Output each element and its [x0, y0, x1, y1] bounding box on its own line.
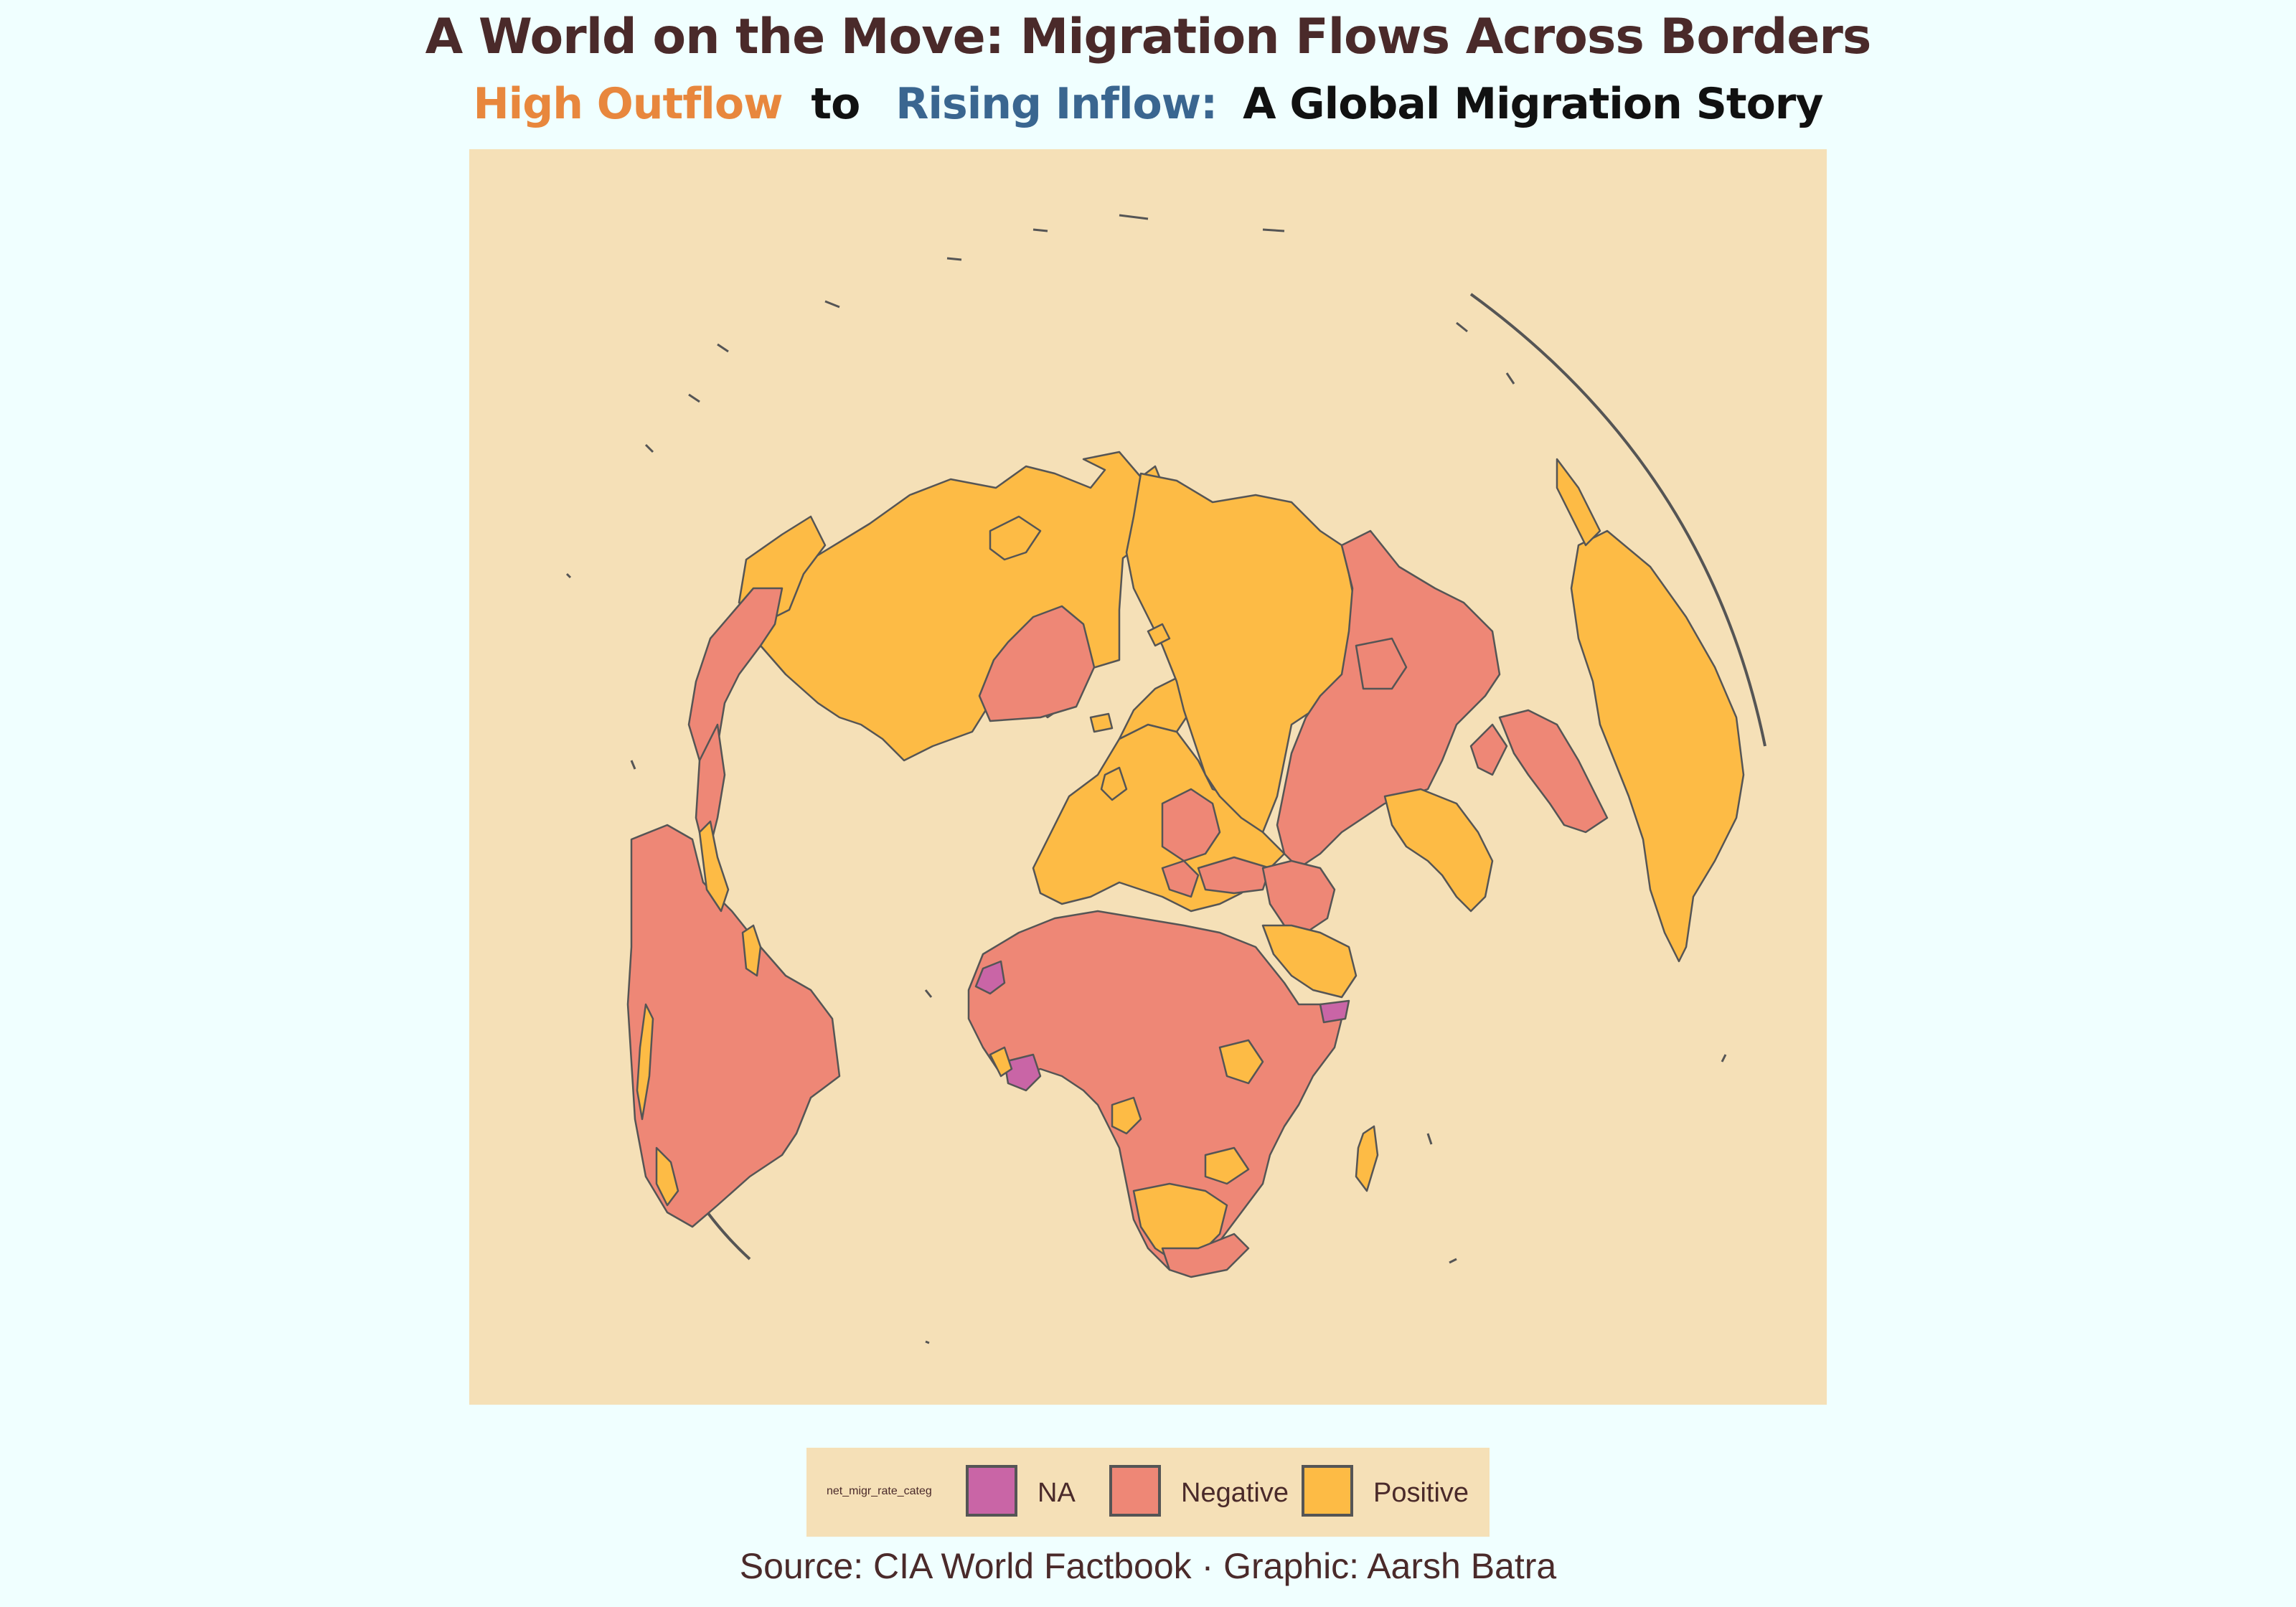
subtitle-rest: A Global Migration Story	[1243, 79, 1823, 129]
region-mexico	[695, 723, 726, 862]
subtitle-inflow: Rising Inflow:	[895, 79, 1218, 129]
region-middle-east	[1261, 859, 1336, 934]
region-uk	[1100, 766, 1128, 801]
chart-title: A World on the Move: Migration Flows Acr…	[425, 9, 1872, 65]
legend-key-na	[966, 1465, 1017, 1517]
region-korea-japan-area	[1498, 709, 1609, 834]
subtitle-to: to	[811, 79, 860, 129]
legend-key-positive	[1302, 1465, 1353, 1517]
region-arabian-peninsula	[1261, 924, 1358, 999]
region-eastern-europe	[1161, 788, 1221, 862]
small-islands	[565, 214, 1727, 1344]
region-mongolia	[1355, 637, 1408, 690]
region-india	[1383, 788, 1494, 913]
map-legend: net_migr_rate_categ NA Negative Positive	[806, 1448, 1490, 1537]
region-somaliland	[1319, 999, 1350, 1024]
legend-label-na: NA	[1038, 1478, 1076, 1508]
region-west-africa-positive	[989, 1046, 1013, 1078]
region-cote-divoire	[1003, 1053, 1042, 1092]
region-central-asia-china	[1276, 529, 1501, 870]
region-patagonia	[655, 1146, 679, 1207]
region-western-sahara	[974, 960, 1006, 995]
map-panel	[469, 149, 1827, 1405]
region-japan	[1469, 723, 1508, 776]
region-usa-west	[687, 587, 784, 762]
region-madagascar	[1355, 1125, 1379, 1192]
legend-label-negative: Negative	[1181, 1478, 1289, 1508]
region-iceland	[1089, 712, 1114, 733]
region-greenland	[978, 605, 1096, 722]
legend-title: net_migr_rate_categ	[827, 1485, 932, 1497]
region-chile-coast	[636, 1003, 654, 1121]
source-caption: Source: CIA World Factbook · Graphic: Aa…	[739, 1546, 1557, 1586]
region-southeast-asia-australia	[1570, 529, 1745, 963]
region-colombia-venezuela	[698, 820, 730, 913]
region-kamchatka-strip	[1556, 458, 1601, 547]
region-balkans	[1161, 859, 1200, 898]
region-east-africa-positive	[1218, 1039, 1264, 1085]
region-mozambique-positive	[1204, 1146, 1250, 1185]
region-central-america	[741, 924, 762, 977]
region-south-africa	[1161, 1233, 1250, 1278]
region-arctic-islands-canada	[989, 515, 1042, 561]
region-africa	[967, 910, 1343, 1271]
region-turkey	[1197, 856, 1271, 895]
world-map	[565, 214, 1766, 1344]
chart-subtitle: High Outflow to Rising Inflow: A Global …	[0, 79, 2296, 129]
legend-key-negative	[1109, 1465, 1161, 1517]
region-central-africa-positive	[1111, 1096, 1142, 1135]
subtitle-outflow: High Outflow	[473, 79, 783, 129]
region-svalbard	[1147, 623, 1171, 647]
globe-edge-northeast	[1469, 293, 1766, 747]
legend-label-positive: Positive	[1373, 1478, 1469, 1508]
